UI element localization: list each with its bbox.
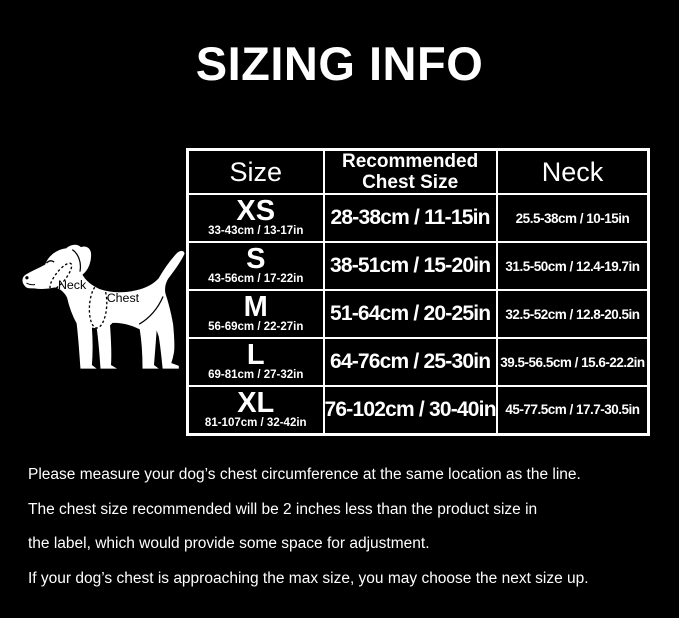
neck-size-cell: 45-77.5cm / 17.7-30.5in	[495, 385, 650, 435]
size-range: 69-81cm / 27-32in	[208, 369, 304, 381]
dog-nose	[25, 276, 29, 280]
size-code: S	[246, 243, 266, 275]
dog-eye	[46, 260, 55, 264]
header-size: Size	[186, 148, 325, 195]
measurement-notes: Please measure your dog’s chest circumfe…	[28, 458, 589, 596]
neck-size-cell: 25.5-38cm / 10-15in	[495, 193, 650, 243]
chest-size-cell: 38-51cm / 15-20in	[322, 241, 498, 291]
chest-label: Chest	[107, 291, 140, 305]
dog-mouth-line	[26, 282, 36, 286]
header-chest-line1: Recommended	[342, 151, 479, 172]
size-cell: XS 33-43cm / 13-17in	[186, 193, 325, 243]
size-range: 81-107cm / 32-42in	[204, 416, 307, 429]
note-line-2: The chest size recommended will be 2 inc…	[28, 500, 538, 518]
neck-label: Neck	[58, 278, 87, 292]
note-line-1: Please measure your dog’s chest circumfe…	[28, 466, 581, 483]
dog-silhouette	[22, 244, 185, 369]
size-cell: XL 81-107cm / 32-42in	[186, 385, 325, 435]
size-cell: L 69-81cm / 27-32in	[186, 337, 325, 387]
chest-size-cell: 51-64cm / 20-25in	[322, 289, 498, 339]
size-code: M	[243, 291, 268, 323]
table-row-l: L 69-81cm / 27-32in 64-76cm / 25-30in 39…	[186, 337, 650, 387]
chest-size-cell: 28-38cm / 11-15in	[322, 193, 498, 243]
table-row-xl: XL 81-107cm / 32-42in 76-102cm / 30-40in…	[186, 385, 650, 435]
neck-size-cell: 31.5-50cm / 12.4-19.7in	[495, 241, 650, 291]
dog-ear-line	[71, 249, 82, 272]
chest-size-cell: 64-76cm / 25-30in	[322, 337, 498, 387]
size-code: XL	[237, 386, 275, 419]
table-row-m: M 56-69cm / 22-27in 51-64cm / 20-25in 32…	[186, 289, 650, 339]
dog-diagram-svg: Neck Chest	[22, 244, 185, 369]
dog-measurement-diagram: Neck Chest	[14, 236, 186, 376]
size-range: 43-56cm / 17-22in	[208, 273, 304, 285]
size-range: 33-43cm / 13-17in	[208, 225, 304, 237]
size-range: 56-69cm / 22-27in	[208, 321, 304, 333]
sizing-table: Size Recommended Chest Size Neck XS 33-4…	[186, 148, 651, 436]
size-code: L	[246, 339, 265, 371]
table-header-row: Size Recommended Chest Size Neck	[186, 148, 650, 195]
size-cell: M 56-69cm / 22-27in	[186, 289, 325, 339]
table-row-s: S 43-56cm / 17-22in 38-51cm / 15-20in 31…	[186, 241, 650, 291]
neck-size-cell: 39.5-56.5cm / 15.6-22.2in	[495, 337, 650, 387]
note-line-3: the label, which would provide some spac…	[28, 535, 430, 552]
chest-measure-line	[88, 283, 108, 329]
note-line-4: If your dog’s chest is approaching the m…	[28, 569, 589, 587]
header-neck: Neck	[495, 148, 650, 195]
header-chest-line2: Chest Size	[362, 172, 459, 193]
dog-thigh-line	[138, 296, 164, 325]
chest-size-cell: 76-102cm / 30-40in	[322, 385, 498, 435]
table-row-xs: XS 33-43cm / 13-17in 28-38cm / 11-15in 2…	[186, 193, 650, 243]
neck-measure-line	[49, 262, 73, 291]
size-cell: S 43-56cm / 17-22in	[186, 241, 325, 291]
neck-size-cell: 32.5-52cm / 12.8-20.5in	[495, 289, 650, 339]
size-code: XS	[236, 195, 276, 227]
page-title: SIZING INFO	[195, 37, 484, 90]
header-chest: Recommended Chest Size	[322, 148, 498, 195]
